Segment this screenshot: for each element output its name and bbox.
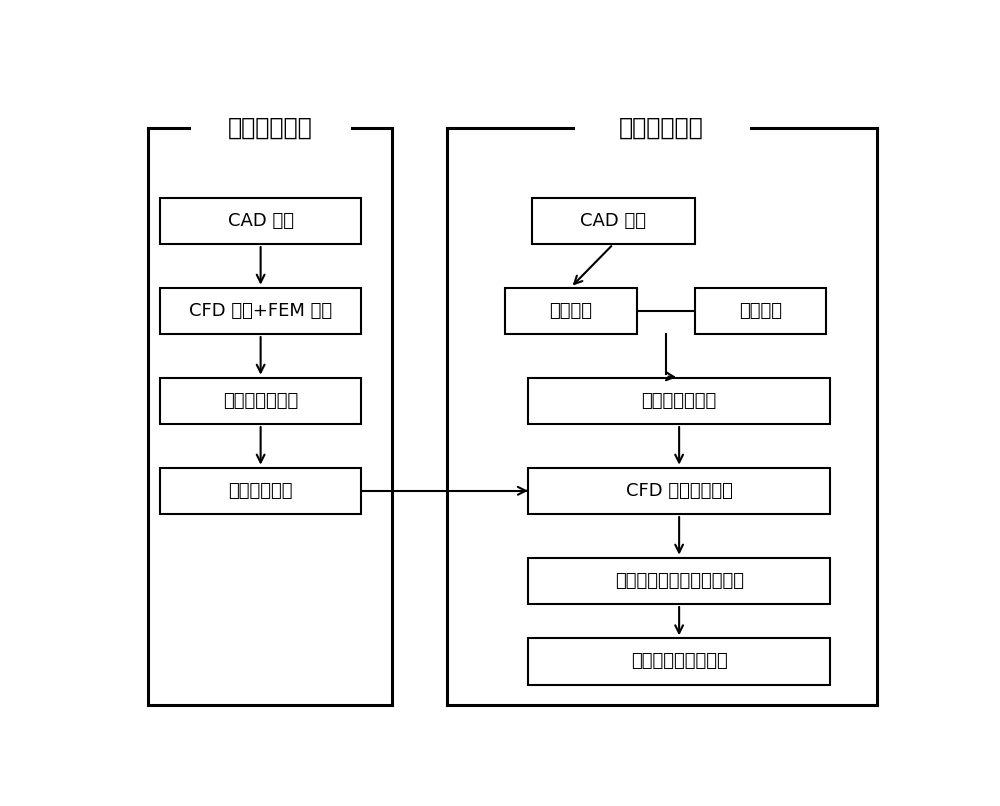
Text: 预设场点的施加: 预设场点的施加	[642, 392, 717, 409]
FancyBboxPatch shape	[160, 288, 361, 334]
Text: 空泡噪声分析: 空泡噪声分析	[619, 116, 704, 139]
FancyBboxPatch shape	[160, 377, 361, 424]
Text: 傅里叶变换和声学信息计算: 傅里叶变换和声学信息计算	[615, 571, 744, 590]
FancyBboxPatch shape	[528, 638, 830, 685]
FancyBboxPatch shape	[505, 288, 637, 334]
Text: CAD 模型: CAD 模型	[580, 212, 646, 230]
Text: CFD 网格+FEM 网格: CFD 网格+FEM 网格	[189, 301, 332, 320]
Text: 声学网格: 声学网格	[739, 301, 782, 320]
FancyBboxPatch shape	[695, 288, 826, 334]
Text: 结构网格: 结构网格	[549, 301, 592, 320]
Text: 非定常流动模拟: 非定常流动模拟	[223, 392, 298, 409]
Text: CAD 模型: CAD 模型	[228, 212, 294, 230]
Text: 空泡数值模拟: 空泡数值模拟	[228, 116, 313, 139]
Text: 空泡性能计算: 空泡性能计算	[228, 482, 293, 500]
FancyBboxPatch shape	[160, 197, 361, 244]
FancyBboxPatch shape	[160, 467, 361, 514]
FancyBboxPatch shape	[528, 558, 830, 604]
FancyBboxPatch shape	[528, 377, 830, 424]
FancyBboxPatch shape	[532, 197, 695, 244]
Text: CFD 基本量的转化: CFD 基本量的转化	[626, 482, 733, 500]
Text: 计算结果输出与分析: 计算结果输出与分析	[631, 653, 728, 671]
FancyBboxPatch shape	[528, 467, 830, 514]
